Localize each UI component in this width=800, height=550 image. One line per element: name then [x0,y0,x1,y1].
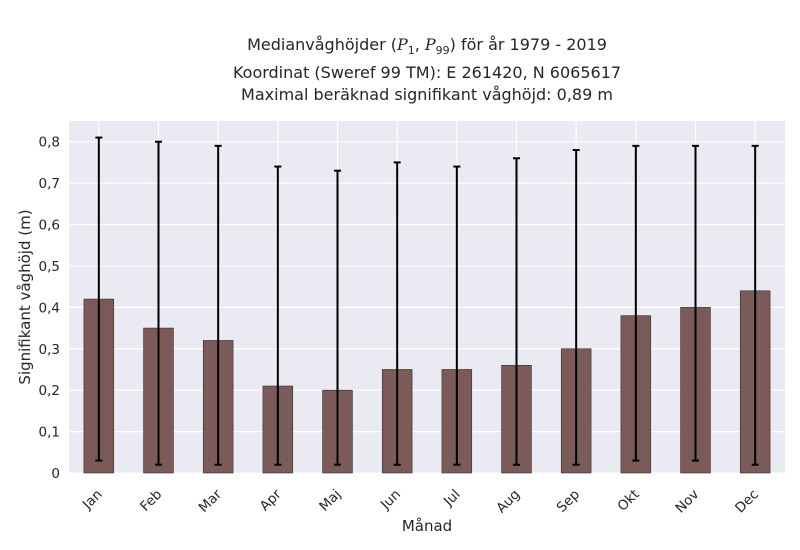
y-tick-label: 0,1 [39,425,60,441]
y-tick-label: 0,4 [39,300,60,316]
x-tick-label-dec: Dec [732,487,762,517]
x-tick-label-sep: Sep [554,487,583,516]
title-line-2: Koordinat (Sweref 99 TM): E 261420, N 60… [232,63,622,83]
errorbar-jun [393,161,401,466]
errorbar-apr [274,165,282,466]
chart-title: Medianvåghöjder (P1, P99) för år 1979 - … [0,34,800,106]
y-axis-label: Signifikant våghöjd (m) [16,209,34,384]
y-tick-label: 0,8 [39,135,60,151]
y-tick-label: 0,6 [39,218,60,234]
plot-area [69,121,785,473]
errorbar-sep [572,148,580,466]
y-tick-label: 0 [51,466,60,482]
x-tick-label-maj: Maj [316,487,344,515]
x-tick-label-aug: Aug [493,487,523,517]
title-line-3: Maximal beräknad signifikant våghöjd: 0,… [241,85,613,105]
y-tick-label: 0,5 [39,259,60,275]
error-bars [95,136,759,466]
y-tick-labels: 0 0,1 0,2 0,3 0,4 0,5 0,6 0,7 0,8 [39,135,60,482]
x-tick-label-jul: Jul [440,487,464,511]
x-tick-label-okt: Okt [615,487,643,515]
x-tick-label-feb: Feb [137,487,165,515]
x-tick-label-jan: Jan [79,487,106,514]
errorbar-nov [692,144,699,462]
y-tick-label: 0,7 [39,176,60,192]
x-tick-label-apr: Apr [257,486,285,514]
x-tick-label-jun: Jun [377,487,404,514]
y-tick-label: 0,2 [39,383,60,399]
x-axis-label: Månad [402,517,452,535]
errorbar-aug [513,157,520,466]
x-tick-label-mar: Mar [196,486,226,516]
errorbar-mar [214,144,222,466]
horizontal-gridlines [69,141,785,474]
title-line-1: Medianvåghöjder (P1, P99) för år 1979 - … [247,35,607,58]
errorbar-jul [453,165,461,466]
errorbar-okt [632,144,640,462]
x-tick-label-nov: Nov [672,487,702,517]
errorbar-dec [751,144,759,466]
errorbar-jan [95,136,103,462]
x-tick-labels: Jan Feb Mar Apr Maj Jun Jul Aug Sep Okt Nov Dec [79,486,762,516]
y-tick-label: 0,3 [39,342,60,358]
errorbar-feb [155,140,162,466]
errorbar-maj [334,169,341,466]
